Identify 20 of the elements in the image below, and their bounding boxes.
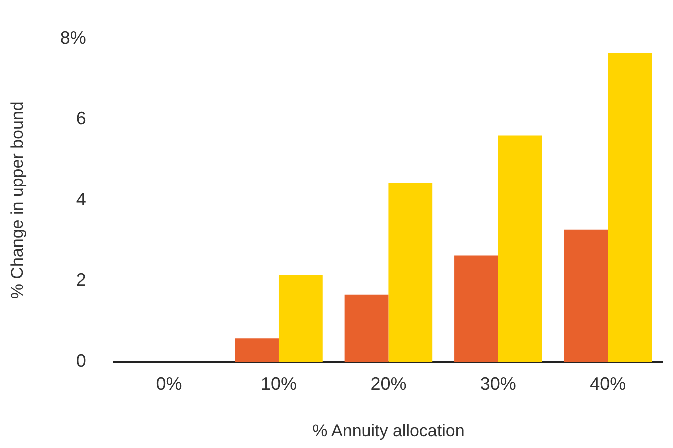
y-tick-label: 4 xyxy=(76,189,86,210)
bar xyxy=(235,338,279,362)
y-tick-label: 8% xyxy=(60,28,86,48)
x-axis-title: % Annuity allocation xyxy=(312,421,465,440)
x-tick-label: 40% xyxy=(590,374,626,394)
bar xyxy=(564,230,608,362)
bar xyxy=(344,294,389,362)
bar xyxy=(454,256,498,362)
x-tick-label: 10% xyxy=(260,374,298,394)
x-tick-label: 20% xyxy=(370,374,407,394)
y-tick-label: 6 xyxy=(76,108,86,129)
y-axis-title: % Change in upper bound xyxy=(8,102,27,300)
x-tick-label: 0% xyxy=(156,374,182,394)
y-tick-label: 0 xyxy=(76,350,86,371)
bar xyxy=(388,183,433,362)
bar xyxy=(608,52,652,362)
bar xyxy=(498,136,542,362)
y-tick-label: 2 xyxy=(76,270,86,290)
x-tick-label: 30% xyxy=(480,374,516,394)
bar xyxy=(278,276,323,362)
